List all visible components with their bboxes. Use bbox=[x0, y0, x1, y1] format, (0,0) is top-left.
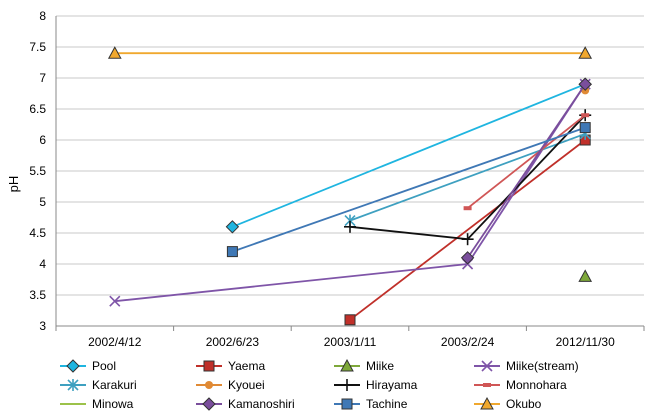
legend-label: Tachine bbox=[366, 397, 408, 411]
series-tachine bbox=[226, 122, 591, 258]
y-tick-label: 8 bbox=[39, 9, 46, 23]
series-line bbox=[466, 83, 586, 259]
legend-marker bbox=[341, 379, 353, 391]
legend-marker bbox=[205, 381, 213, 389]
x-tick-label: 2002/6/23 bbox=[206, 335, 260, 349]
legend-item: Pool bbox=[60, 359, 116, 373]
legend-label: Hirayama bbox=[366, 378, 418, 392]
y-tick-label: 5.5 bbox=[29, 164, 46, 178]
y-tick-label: 7 bbox=[39, 71, 46, 85]
legend-item: Okubo bbox=[474, 396, 542, 411]
legend-marker bbox=[67, 379, 79, 391]
series-monnohara bbox=[463, 113, 590, 211]
legend-marker bbox=[202, 397, 216, 411]
data-point bbox=[578, 269, 593, 282]
y-tick-label: 3.5 bbox=[29, 288, 46, 302]
data-point bbox=[463, 206, 472, 211]
legend-item: Hirayama bbox=[334, 378, 418, 392]
series-line bbox=[349, 132, 586, 222]
legend-marker bbox=[481, 360, 493, 372]
legend-marker bbox=[341, 398, 353, 410]
y-tick-label: 6.5 bbox=[29, 102, 46, 116]
legend-label: Miike bbox=[366, 359, 394, 373]
legend-label: Karakuri bbox=[92, 378, 137, 392]
y-tick-label: 5 bbox=[39, 195, 46, 209]
series-line bbox=[232, 126, 586, 253]
axes bbox=[55, 16, 645, 331]
data-point bbox=[344, 314, 356, 326]
series-line bbox=[232, 83, 586, 228]
data-point bbox=[461, 233, 474, 246]
legend-label: Okubo bbox=[506, 397, 542, 411]
legend-marker bbox=[203, 360, 215, 372]
legend-label: Kamanoshiri bbox=[228, 397, 295, 411]
legend-item: Karakuri bbox=[60, 378, 137, 392]
series-yaema bbox=[344, 134, 591, 326]
legend-label: Miike(stream) bbox=[506, 359, 579, 373]
legend-item: Miike bbox=[334, 358, 394, 373]
x-tick-label: 2002/4/12 bbox=[88, 335, 142, 349]
legend-label: Yaema bbox=[228, 359, 265, 373]
legend: Pool Yaema Miike Miike(stream) Karakuri Kyoue… bbox=[60, 358, 579, 411]
legend-marker bbox=[340, 358, 354, 372]
legend-item: Yaema bbox=[196, 359, 265, 373]
series-line bbox=[114, 83, 586, 303]
y-tick-label: 4.5 bbox=[29, 226, 46, 240]
series-lines bbox=[107, 46, 593, 326]
y-tick-label: 7.5 bbox=[29, 40, 46, 54]
series-miike-stream- bbox=[109, 78, 591, 307]
data-point bbox=[109, 295, 121, 307]
series-kamanoshiri bbox=[460, 77, 592, 265]
y-tick-label: 4 bbox=[39, 257, 46, 271]
data-point bbox=[344, 220, 356, 233]
x-tick-label: 2012/11/30 bbox=[556, 335, 615, 349]
legend-item: Kyouei bbox=[196, 378, 265, 392]
y-tick-label: 3 bbox=[39, 319, 46, 333]
data-point bbox=[579, 122, 591, 134]
y-tick-label: 6 bbox=[39, 133, 46, 147]
legend-marker bbox=[66, 359, 80, 373]
legend-label: Monnohara bbox=[506, 378, 567, 392]
data-point bbox=[581, 113, 590, 118]
data-point bbox=[107, 46, 122, 59]
legend-marker bbox=[483, 383, 491, 387]
data-point bbox=[460, 251, 475, 265]
data-point bbox=[578, 77, 592, 91]
data-point bbox=[226, 246, 238, 258]
legend-item: Miike(stream) bbox=[474, 359, 579, 373]
legend-label: Kyouei bbox=[228, 378, 265, 392]
legend-item: Minowa bbox=[60, 397, 134, 411]
series-karakuri bbox=[344, 127, 591, 227]
gridlines bbox=[56, 15, 644, 327]
series-okubo bbox=[107, 46, 593, 59]
legend-item: Kamanoshiri bbox=[196, 397, 295, 411]
legend-label: Pool bbox=[92, 359, 116, 373]
series-line bbox=[467, 114, 586, 209]
legend-item: Tachine bbox=[334, 397, 408, 411]
data-point bbox=[578, 46, 593, 59]
y-axis-label: pH bbox=[6, 176, 21, 193]
y-tick-labels: 3 3.5 4 4.5 5 5.5 6 6.5 7 7.5 8 bbox=[29, 9, 46, 333]
x-tick-label: 2003/1/11 bbox=[324, 335, 377, 349]
x-tick-label: 2003/2/24 bbox=[441, 335, 495, 349]
legend-label: Minowa bbox=[92, 397, 134, 411]
series-line bbox=[349, 139, 586, 321]
x-tick-labels: 2002/4/12 2002/6/23 2003/1/11 2003/2/24 2012… bbox=[88, 335, 615, 349]
legend-item: Monnohara bbox=[474, 378, 567, 392]
series-miike bbox=[578, 269, 593, 282]
legend-marker bbox=[480, 396, 494, 410]
data-point bbox=[225, 220, 240, 234]
